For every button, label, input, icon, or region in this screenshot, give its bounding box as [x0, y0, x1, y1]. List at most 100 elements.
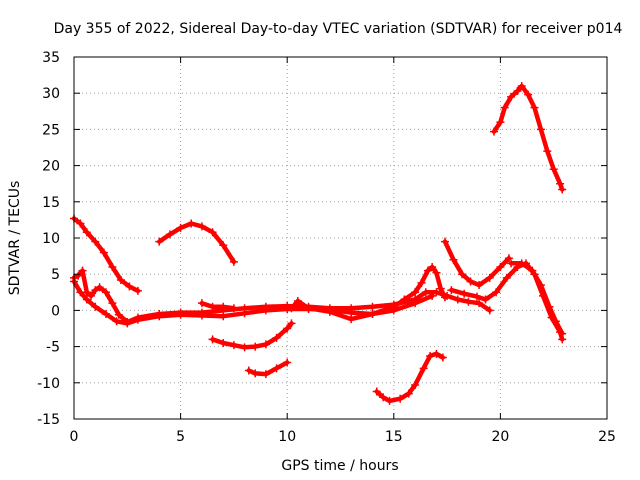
y-tick-label: -5 [46, 340, 60, 356]
data-point [490, 127, 499, 136]
data-point [251, 342, 260, 351]
data-point [536, 281, 545, 290]
data-point [524, 90, 533, 99]
data-point [372, 387, 381, 396]
data-point [368, 310, 377, 319]
data-point [261, 370, 270, 379]
data-point [400, 295, 409, 304]
data-point [91, 286, 100, 295]
data-point [82, 295, 91, 304]
data-point [325, 307, 334, 316]
data-point [466, 277, 475, 286]
data-point [78, 266, 87, 275]
data-point [551, 317, 560, 326]
data-point [485, 273, 494, 282]
data-point [428, 291, 437, 300]
data-point [229, 341, 238, 350]
data-point [261, 340, 270, 349]
data-point [440, 237, 449, 246]
y-tick-label: -10 [37, 376, 60, 392]
data-point [432, 268, 441, 277]
y-tick-label: 15 [42, 195, 60, 211]
y-tick-label: 20 [42, 159, 60, 175]
data-point [496, 118, 505, 127]
data-point [240, 343, 249, 352]
data-point [101, 310, 110, 319]
data-point [558, 185, 567, 194]
data-point [219, 241, 228, 250]
data-point [428, 262, 437, 271]
data-point [133, 315, 142, 324]
data-point [76, 288, 85, 297]
data-point [176, 310, 185, 319]
y-axis-label: SDTVAR / TECUs [7, 181, 23, 296]
data-point [500, 103, 509, 112]
data-point [453, 295, 462, 304]
data-point [432, 349, 441, 358]
data-point [432, 288, 441, 297]
data-point [472, 292, 481, 301]
series-arc-4 [71, 279, 435, 326]
data-point [229, 304, 238, 313]
data-point [108, 299, 117, 308]
data-point [123, 319, 132, 328]
data-point [240, 309, 249, 318]
data-point [426, 352, 435, 361]
data-point [447, 286, 456, 295]
x-tick-label: 25 [598, 429, 616, 445]
data-point [293, 296, 302, 305]
data-point [449, 255, 458, 264]
tick-layer: 0 5 10 15 20 25 -15 -10 -5 0 5 10 15 20 25 30 35 [37, 50, 616, 445]
data-point [74, 271, 83, 280]
data-point [208, 302, 217, 311]
data-point [244, 366, 253, 375]
x-axis-label: GPS time / hours [281, 458, 398, 474]
data-point [347, 315, 356, 324]
y-tick-label: 5 [51, 267, 60, 283]
data-point [440, 293, 449, 302]
series-arc-2 [157, 221, 237, 265]
data-point [504, 254, 513, 263]
data-point [502, 273, 511, 282]
series-layer [70, 81, 567, 405]
data-point [411, 299, 420, 308]
data-point [545, 302, 554, 311]
data-point [99, 248, 108, 257]
data-point [528, 266, 537, 275]
data-point [507, 259, 516, 268]
series-arc-5 [199, 300, 237, 311]
data-point [283, 358, 292, 367]
data-point [558, 329, 567, 338]
data-point [549, 165, 558, 174]
data-point [419, 364, 428, 373]
y-tick-label: 10 [42, 231, 60, 247]
series-arc-11 [442, 239, 512, 288]
data-point [287, 319, 296, 328]
data-point [411, 288, 420, 297]
data-point [507, 92, 516, 101]
data-point [229, 257, 238, 266]
data-point [379, 393, 388, 402]
data-point [91, 302, 100, 311]
data-point [513, 87, 522, 96]
data-point [95, 283, 104, 292]
data-point [556, 179, 565, 188]
data-point [261, 306, 270, 315]
data-point [304, 304, 313, 313]
data-point [460, 289, 469, 298]
data-point [219, 302, 228, 311]
data-point [133, 286, 142, 295]
data-point [517, 81, 526, 90]
data-point [438, 353, 447, 362]
data-point [108, 262, 117, 271]
data-point [187, 219, 196, 228]
data-point [219, 312, 228, 321]
data-point [287, 304, 296, 313]
data-point [389, 302, 398, 311]
data-point [114, 310, 123, 319]
x-tick-label: 0 [70, 429, 79, 445]
data-point [496, 262, 505, 271]
data-point [543, 147, 552, 156]
